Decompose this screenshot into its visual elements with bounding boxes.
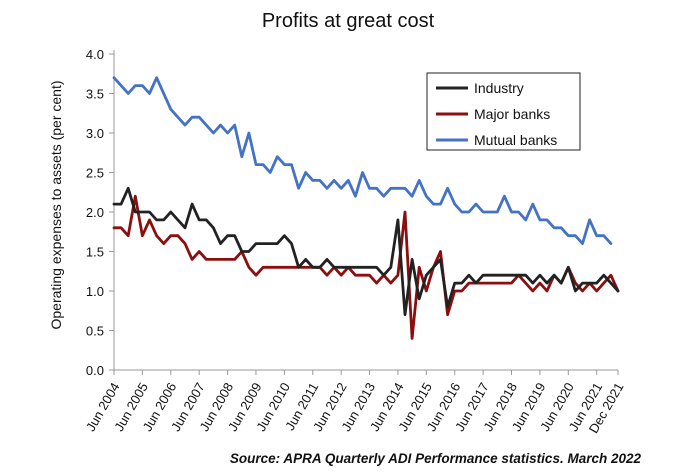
y-tick-label: 1.5 [86,245,104,260]
y-axis-label: Operating expenses to assets (per cent) [48,80,64,329]
source-note: Source: APRA Quarterly ADI Performance s… [230,451,642,466]
y-tick-label: 2.5 [86,166,104,181]
y-tick-label: 4.0 [86,47,104,62]
series-line-mutual-banks [112,76,613,246]
legend-label: Mutual banks [474,132,557,148]
legend: Industry Major banks Mutual banks [426,72,581,151]
y-tick-label: 3.0 [86,126,104,141]
series-line-major-banks [112,194,620,340]
y-tick-label: 3.5 [86,87,104,102]
y-tick-label: 0.5 [86,324,104,339]
legend-box [426,72,581,151]
legend-label: Major banks [474,106,550,122]
legend-label: Industry [474,80,524,96]
y-tick-label: 1.0 [86,284,104,299]
y-tick-label: 0.0 [86,363,104,378]
series-line-industry [112,186,620,317]
y-tick-label: 2.0 [86,205,104,220]
chart-title: Profits at great cost [262,10,435,32]
